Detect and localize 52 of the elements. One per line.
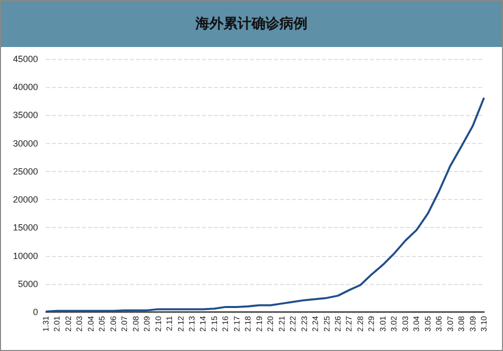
x-tick-label: 2.11 — [165, 315, 174, 331]
x-tick-label: 3.07 — [446, 315, 455, 332]
x-tick-label: 2.17 — [232, 315, 242, 332]
x-tick-label: 3.04 — [412, 315, 422, 332]
x-tick-label: 2.26 — [334, 315, 342, 332]
y-tick-label: 40000 — [12, 82, 38, 92]
x-tick-label: 3.09 — [468, 315, 478, 332]
y-tick-label: 0 — [32, 307, 38, 317]
x-tick-label: 3.02 — [390, 315, 399, 332]
x-tick-label: 2.08 — [131, 315, 140, 332]
x-tick-label: 3.06 — [434, 315, 444, 332]
y-tick-label: 35000 — [12, 110, 38, 120]
x-tick-label: 2.22 — [288, 315, 298, 332]
x-tick-label: 2.05 — [98, 315, 107, 332]
x-tick-label: 2.19 — [254, 315, 264, 332]
y-tick-label: 20000 — [12, 194, 38, 205]
x-tick-label: 3.03 — [400, 315, 410, 332]
y-tick-label: 45000 — [12, 54, 38, 64]
x-tick-label: 3.01 — [378, 315, 388, 332]
x-tick-label: 2.29 — [367, 315, 376, 332]
x-tick-label: 2.27 — [344, 315, 354, 332]
x-tick-label: 2.28 — [356, 315, 365, 332]
x-tick-label: 2.03 — [75, 315, 84, 332]
x-tick-label: 2.12 — [176, 315, 186, 332]
x-tick-label: 2.01 — [52, 315, 62, 332]
x-tick-label: 2.23 — [300, 315, 309, 332]
x-tick-label: 2.14 — [198, 315, 208, 332]
x-tick-label: 3.08 — [457, 315, 466, 332]
x-tick-label: 1.31 — [42, 315, 50, 332]
x-tick-label: 2.25 — [322, 315, 332, 332]
x-tick-label: 3.10 — [480, 315, 488, 332]
line-series — [45, 96, 485, 312]
y-tick-label: 25000 — [12, 166, 38, 176]
x-tick-label: 2.15 — [210, 315, 219, 332]
x-tick-label: 2.13 — [188, 315, 196, 332]
x-tick-label: 2.04 — [86, 315, 96, 332]
y-tick-label: 15000 — [12, 222, 38, 233]
x-tick-label: 2.16 — [221, 315, 230, 332]
x-tick-label: 2.10 — [154, 315, 163, 332]
x-tick-label: 2.20 — [266, 315, 276, 332]
x-tick-label: 2.07 — [120, 315, 130, 332]
x-tick-label: 2.06 — [108, 315, 118, 332]
chart-title: 海外累计确诊病例 — [1, 1, 502, 47]
x-tick-label: 2.02 — [64, 315, 73, 332]
x-tick-label: 2.18 — [244, 315, 253, 332]
y-tick-label: 5000 — [18, 278, 38, 289]
x-tick-label: 2.09 — [142, 315, 152, 332]
x-tick-label: 3.05 — [423, 315, 432, 332]
x-tick-label: 2.21 — [277, 315, 286, 332]
y-tick-label: 30000 — [12, 138, 38, 148]
y-tick-label: 10000 — [12, 250, 38, 261]
x-tick-label: 2.24 — [311, 315, 320, 332]
